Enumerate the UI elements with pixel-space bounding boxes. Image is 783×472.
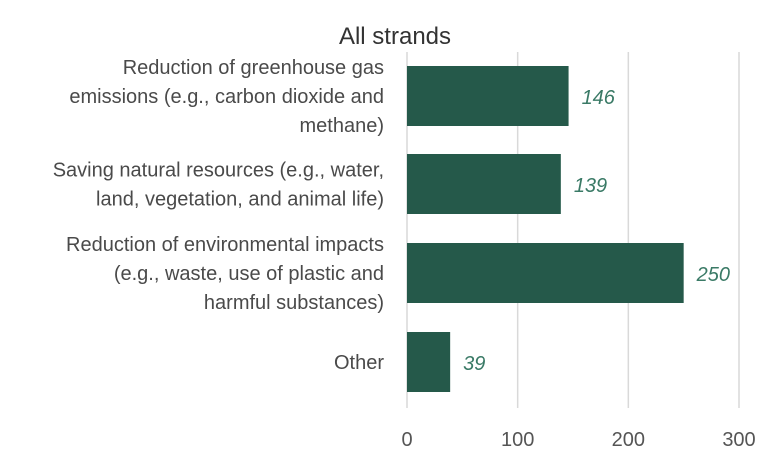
category-label-line: Saving natural resources (e.g., water, (53, 160, 384, 182)
category-label-line: land, vegetation, and animal life) (96, 189, 384, 211)
data-label: 146 (582, 87, 616, 109)
bars (407, 66, 684, 392)
bar-2 (407, 243, 684, 303)
bar-0 (407, 66, 569, 126)
x-tick-label: 300 (722, 429, 755, 451)
category-label-line: harmful substances) (204, 292, 384, 314)
category-label: Saving natural resources (e.g., water, la… (53, 160, 384, 211)
category-label: Reduction of greenhouse gas emissions (e.… (69, 57, 384, 137)
category-label-line: emissions (e.g., carbon dioxide and (69, 86, 384, 108)
data-labels: 146 139 250 39 (463, 87, 730, 375)
category-label-line: (e.g., waste, use of plastic and (114, 263, 384, 285)
category-label: Other (334, 352, 384, 374)
x-tick-label: 100 (501, 429, 534, 451)
category-label-line: Other (334, 352, 384, 374)
bar-1 (407, 154, 561, 214)
data-label: 250 (696, 264, 730, 286)
category-label: Reduction of environmental impacts (e.g.,… (66, 234, 384, 314)
data-label: 139 (574, 175, 607, 197)
chart-title: All strands (339, 23, 451, 50)
data-label: 39 (463, 353, 485, 375)
category-label-line: Reduction of environmental impacts (66, 234, 384, 256)
x-tick-label: 0 (401, 429, 412, 451)
category-label-line: methane) (300, 115, 385, 137)
x-axis-ticks: 0 100 200 300 (401, 429, 755, 451)
category-labels: Reduction of greenhouse gas emissions (e.… (53, 57, 385, 374)
category-label-line: Reduction of greenhouse gas (123, 57, 384, 79)
bar-3 (407, 332, 451, 392)
x-tick-label: 200 (612, 429, 645, 451)
